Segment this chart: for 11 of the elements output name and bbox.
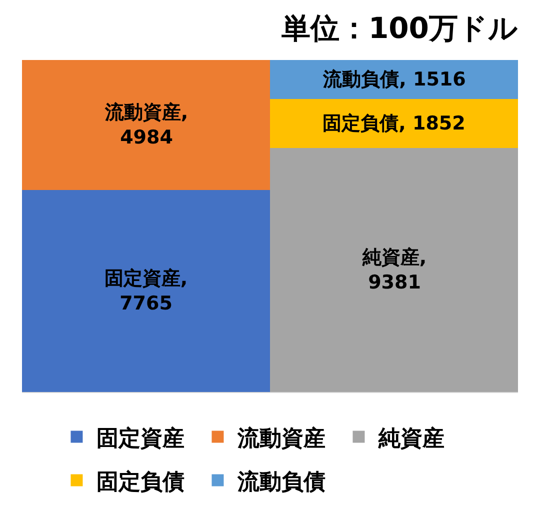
legend-label: 流動負債 [236, 468, 326, 495]
legend-label: 固定負債 [96, 468, 185, 495]
data-label: 流動資産, 4984 [104, 102, 188, 148]
legend-label: 純資産 [378, 425, 445, 452]
legend-label: 固定資産 [96, 425, 185, 452]
chart-title: 単位：100万ドル [280, 11, 518, 46]
data-label: 固定資産, 7765 [104, 268, 188, 314]
data-label: 固定負債, 1852 [322, 112, 466, 134]
legend-label: 流動資産 [236, 425, 326, 452]
data-label: 純資産, 9381 [361, 246, 427, 294]
data-label: 流動負債, 1516 [322, 68, 466, 90]
